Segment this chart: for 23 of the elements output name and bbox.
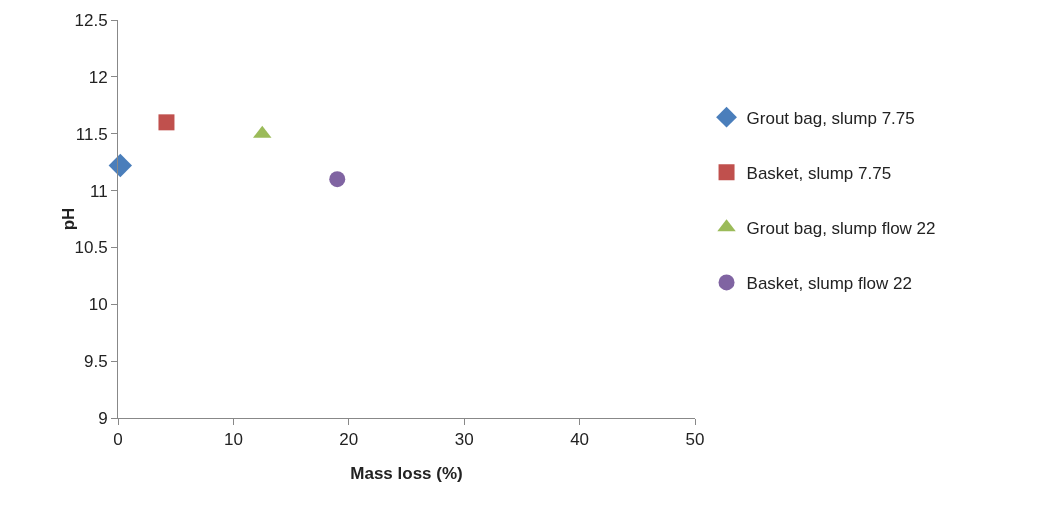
x-tick-label: 10 (223, 430, 243, 450)
x-tick-label: 40 (570, 430, 590, 450)
x-tick-label: 0 (113, 430, 123, 450)
x-tick-label: 30 (454, 430, 474, 450)
y-tick-label: 9.5 (83, 352, 108, 372)
legend-label: Grout bag, slump 7.75 (746, 108, 915, 128)
y-tick-label: 11 (89, 181, 108, 201)
y-tick-label: 10.5 (74, 238, 108, 258)
y-tick-label: 12.5 (74, 10, 108, 30)
x-tick-label: 50 (685, 430, 705, 450)
point (108, 153, 133, 178)
point (329, 171, 346, 188)
x-axis-title: Mass loss (%) (350, 464, 463, 483)
y-tick-label: 9 (98, 408, 108, 428)
legend-label: Basket, slump 7.75 (746, 163, 892, 183)
y-tick-label: 12 (88, 67, 108, 87)
legend-label: Basket, slump flow 22 (746, 274, 912, 294)
y-axis-title: pH (59, 207, 78, 231)
x-tick-label: 20 (339, 430, 359, 450)
y-tick-label: 11.5 (75, 124, 108, 144)
legend-label: Grout bag, slump flow 22 (746, 218, 936, 238)
y-tick-label: 10 (88, 295, 108, 315)
point (158, 114, 175, 131)
